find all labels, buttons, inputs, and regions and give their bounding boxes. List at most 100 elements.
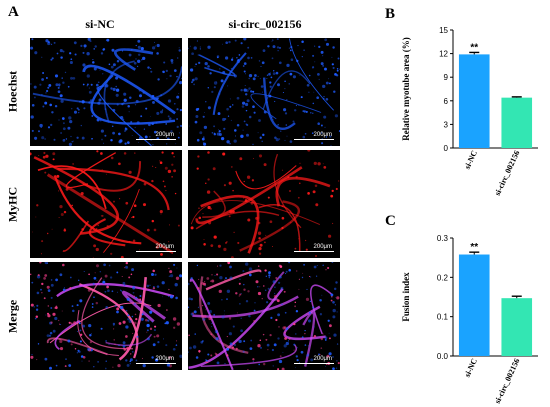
nucleus <box>276 46 280 49</box>
nucleus <box>45 77 48 79</box>
nucleus <box>270 76 273 79</box>
nucleus <box>316 264 318 266</box>
nucleus <box>169 270 173 274</box>
nucleus <box>113 324 115 326</box>
nucleus <box>332 222 334 225</box>
chart-b-y-tick-label: 15 <box>439 26 448 35</box>
nucleus <box>168 241 170 243</box>
nucleus <box>205 359 207 361</box>
nucleus <box>134 126 136 129</box>
nucleus <box>41 292 43 294</box>
nucleus <box>99 119 102 122</box>
nucleus <box>106 38 110 42</box>
nucleus <box>157 303 161 308</box>
nucleus <box>119 198 121 200</box>
nucleus <box>208 221 212 225</box>
nucleus <box>147 337 150 341</box>
nucleus <box>270 71 272 73</box>
nucleus <box>160 213 162 215</box>
nucleus <box>193 46 197 50</box>
nucleus <box>79 340 82 343</box>
micrograph-merge-si-nc-image <box>30 262 182 370</box>
nucleus <box>202 317 206 321</box>
nucleus <box>230 68 232 70</box>
nucleus <box>60 324 62 325</box>
nucleus <box>123 348 127 351</box>
chart-b-bar-1 <box>501 97 533 148</box>
nucleus <box>242 65 245 67</box>
nucleus <box>178 137 180 139</box>
nucleus <box>60 132 62 134</box>
nucleus <box>333 287 337 291</box>
nucleus <box>121 102 124 106</box>
nucleus <box>286 135 288 137</box>
nucleus <box>152 143 154 146</box>
nucleus <box>331 262 334 264</box>
nucleus <box>216 132 221 136</box>
nucleus <box>170 130 173 133</box>
nucleus <box>80 333 83 336</box>
nucleus <box>151 122 154 126</box>
nucleus <box>76 136 79 139</box>
nucleus <box>152 165 154 167</box>
nucleus <box>287 176 290 179</box>
nucleus <box>126 297 130 301</box>
nucleus <box>332 367 335 370</box>
nucleus <box>104 134 107 137</box>
nucleus <box>91 303 94 305</box>
nucleus <box>248 267 253 271</box>
fiber <box>88 218 126 247</box>
nucleus <box>232 189 234 192</box>
nucleus <box>33 306 35 308</box>
nucleus <box>195 356 199 359</box>
micrograph-myhc-si-circ-image <box>190 150 340 258</box>
nucleus <box>274 292 276 295</box>
fiber <box>82 64 176 115</box>
nucleus <box>313 91 315 93</box>
nucleus <box>320 62 324 66</box>
nucleus <box>159 160 161 162</box>
nucleus <box>320 347 323 349</box>
nucleus <box>146 228 150 232</box>
nucleus <box>135 317 138 321</box>
nucleus <box>51 57 54 60</box>
nucleus <box>190 226 194 230</box>
nucleus <box>278 326 280 328</box>
fiber <box>262 77 296 130</box>
nucleus <box>63 287 65 288</box>
nucleus <box>301 55 303 58</box>
nucleus <box>275 318 278 322</box>
nucleus <box>315 275 318 277</box>
nucleus <box>308 91 310 93</box>
micrograph-merge-si-nc: 200μm <box>30 262 182 370</box>
nucleus <box>33 85 37 89</box>
nucleus <box>146 284 150 288</box>
nucleus <box>168 356 172 359</box>
nucleus <box>328 332 330 334</box>
nucleus <box>102 73 104 75</box>
nucleus <box>246 99 250 103</box>
nucleus <box>113 339 115 341</box>
nucleus <box>137 39 141 43</box>
nucleus <box>44 171 47 174</box>
nucleus <box>145 107 148 110</box>
chart-b-category-label-0: si-NC <box>463 149 480 171</box>
nucleus <box>335 74 339 77</box>
nucleus <box>211 279 215 283</box>
nucleus <box>236 312 238 314</box>
nucleus <box>314 184 318 187</box>
nucleus <box>69 52 72 55</box>
nucleus <box>323 166 327 169</box>
nucleus <box>194 333 196 335</box>
nucleus <box>147 319 150 322</box>
nucleus <box>59 49 63 53</box>
panel-c-letter: C <box>385 213 396 229</box>
nucleus <box>173 169 177 173</box>
nucleus <box>268 274 271 277</box>
nucleus <box>131 315 134 318</box>
nucleus <box>102 47 106 51</box>
nucleus <box>121 276 123 278</box>
nucleus <box>64 365 67 368</box>
chart-b-y-tick-label: 6 <box>444 97 449 106</box>
nucleus <box>284 337 287 340</box>
